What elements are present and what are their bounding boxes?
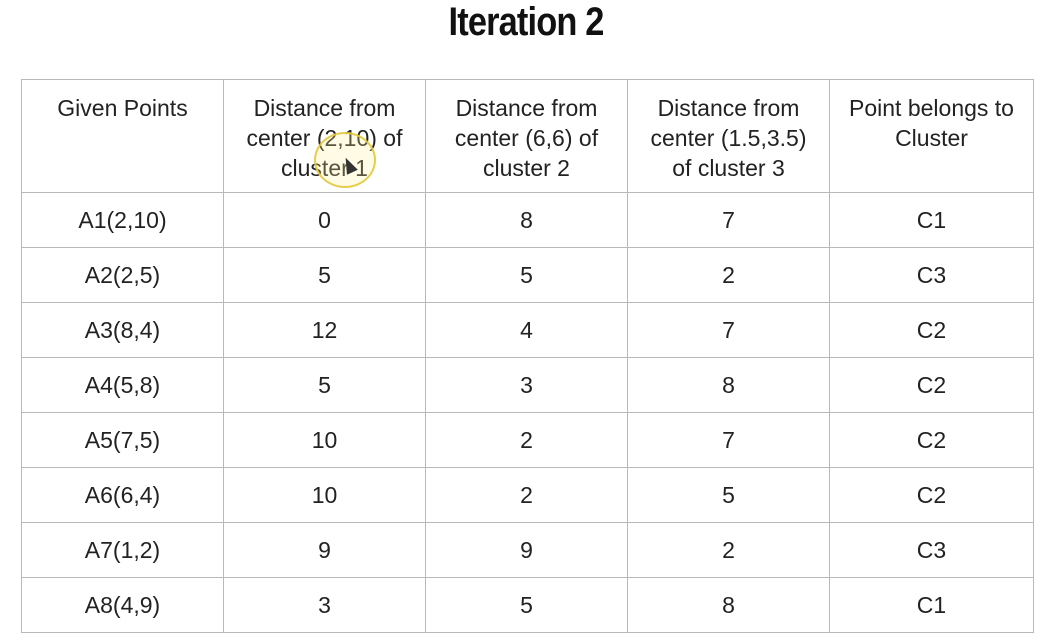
cell-distance-c2: 3 xyxy=(425,357,628,413)
cell-distance-c2: 5 xyxy=(425,247,628,303)
cell-cluster: C1 xyxy=(829,192,1034,248)
cell-point: A6(6,4) xyxy=(21,467,224,523)
header-distance-cluster-2: Distance from center (6,6) of cluster 2 xyxy=(425,79,628,193)
table-row: A7(1,2) 9 9 2 C3 xyxy=(21,522,1034,578)
table-row: A1(2,10) 0 8 7 C1 xyxy=(21,192,1034,248)
cell-cluster: C3 xyxy=(829,522,1034,578)
cell-cluster: C2 xyxy=(829,302,1034,358)
cell-distance-c2: 4 xyxy=(425,302,628,358)
cell-point: A7(1,2) xyxy=(21,522,224,578)
cell-cluster: C2 xyxy=(829,412,1034,468)
cell-distance-c1: 10 xyxy=(223,467,426,523)
table-row: A2(2,5) 5 5 2 C3 xyxy=(21,247,1034,303)
cell-distance-c2: 9 xyxy=(425,522,628,578)
cell-distance-c1: 5 xyxy=(223,357,426,413)
cell-distance-c3: 7 xyxy=(627,192,830,248)
table-row: A6(6,4) 10 2 5 C2 xyxy=(21,467,1034,523)
table-row: A5(7,5) 10 2 7 C2 xyxy=(21,412,1034,468)
table-row: A4(5,8) 5 3 8 C2 xyxy=(21,357,1034,413)
cell-cluster: C3 xyxy=(829,247,1034,303)
cell-distance-c1: 9 xyxy=(223,522,426,578)
cell-point: A8(4,9) xyxy=(21,577,224,633)
cell-distance-c2: 2 xyxy=(425,412,628,468)
cell-cluster: C2 xyxy=(829,357,1034,413)
header-distance-cluster-3: Distance from center (1.5,3.5) of cluste… xyxy=(627,79,830,193)
page-title: Iteration 2 xyxy=(448,0,605,44)
cell-point: A4(5,8) xyxy=(21,357,224,413)
table-row: A3(8,4) 12 4 7 C2 xyxy=(21,302,1034,358)
cell-distance-c1: 12 xyxy=(223,302,426,358)
cell-distance-c2: 2 xyxy=(425,467,628,523)
cell-distance-c2: 5 xyxy=(425,577,628,633)
cell-distance-c3: 7 xyxy=(627,412,830,468)
table-row: A8(4,9) 3 5 8 C1 xyxy=(21,577,1034,633)
cell-distance-c3: 8 xyxy=(627,357,830,413)
cell-point: A2(2,5) xyxy=(21,247,224,303)
cell-distance-c1: 10 xyxy=(223,412,426,468)
cell-point: A5(7,5) xyxy=(21,412,224,468)
table-body: A1(2,10) 0 8 7 C1 A2(2,5) 5 5 2 C3 A3(8,4) 12 4 7 C2 A4… xyxy=(21,192,1034,633)
header-given-points: Given Points xyxy=(21,79,224,193)
header-distance-cluster-1: Distance from center (2,10) of cluster 1 xyxy=(223,79,426,193)
cell-distance-c3: 2 xyxy=(627,522,830,578)
iteration-table: Given Points Distance from center (2,10)… xyxy=(21,79,1034,633)
cell-point: A3(8,4) xyxy=(21,302,224,358)
header-point-belongs: Point belongs to Cluster xyxy=(829,79,1034,193)
cell-distance-c3: 5 xyxy=(627,467,830,523)
cell-distance-c2: 8 xyxy=(425,192,628,248)
cell-distance-c3: 7 xyxy=(627,302,830,358)
cell-point: A1(2,10) xyxy=(21,192,224,248)
cell-distance-c3: 2 xyxy=(627,247,830,303)
header-row: Given Points Distance from center (2,10)… xyxy=(21,79,1034,193)
cell-distance-c1: 5 xyxy=(223,247,426,303)
cell-distance-c1: 3 xyxy=(223,577,426,633)
cell-cluster: C1 xyxy=(829,577,1034,633)
cell-distance-c1: 0 xyxy=(223,192,426,248)
cell-distance-c3: 8 xyxy=(627,577,830,633)
cell-cluster: C2 xyxy=(829,467,1034,523)
